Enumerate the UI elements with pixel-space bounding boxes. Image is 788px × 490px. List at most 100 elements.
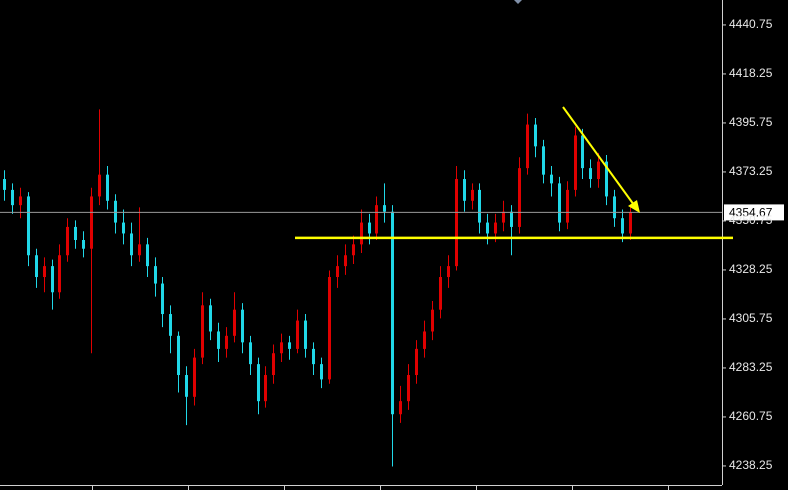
candle-body [360, 222, 363, 245]
candle-body [257, 364, 260, 402]
y-tick-label: 4260.75 [729, 409, 773, 423]
candle-body [375, 205, 378, 234]
candle-body [328, 277, 331, 380]
candle-body [106, 174, 109, 201]
candle-body [201, 305, 204, 358]
candle-body [296, 320, 299, 349]
candle-body [122, 222, 125, 234]
trend-arrow [562, 106, 640, 213]
candle-body [154, 266, 157, 284]
candle-body [138, 244, 141, 256]
candle-body [383, 205, 386, 212]
y-tick-label: 4395.75 [729, 115, 773, 129]
candle-body [320, 364, 323, 380]
candle-body [312, 348, 315, 365]
candle-body [217, 331, 220, 349]
price-label-layer: 4354.67 [724, 204, 784, 221]
candle-body [43, 266, 46, 278]
candle-body [502, 211, 505, 223]
candle-body [581, 135, 584, 169]
y-tick-label: 4305.75 [729, 311, 773, 325]
y-tick-label: 4283.25 [729, 360, 773, 374]
last-price-label: 4354.67 [729, 206, 773, 220]
candle-body [249, 342, 252, 365]
candle-body [613, 196, 616, 219]
candle-body [621, 218, 624, 234]
candle-body [98, 174, 101, 197]
candle-body [225, 335, 228, 349]
y-tick-label: 4418.25 [729, 66, 773, 80]
candle-body [431, 309, 434, 332]
candle-body [478, 189, 481, 223]
y-tick-label: 4373.25 [729, 164, 773, 178]
y-tick-label: 4440.75 [729, 17, 773, 31]
candle-body [82, 239, 85, 249]
candle-body [447, 266, 450, 278]
candle-body [90, 196, 93, 249]
candle-body [130, 233, 133, 256]
candle-body [233, 309, 236, 336]
arrow-head [628, 200, 640, 213]
candle-body [518, 168, 521, 227]
candle-body [510, 211, 513, 227]
candle-body [629, 212, 632, 234]
candle-body [415, 348, 418, 376]
candle-body [597, 161, 600, 180]
candle-body [558, 183, 561, 223]
candle-body [66, 226, 69, 256]
candle-body [161, 283, 164, 315]
candle-body [11, 189, 14, 206]
candle-body [605, 161, 608, 197]
candle-body [439, 277, 442, 310]
candle-body [19, 196, 22, 206]
candle-body [368, 222, 371, 234]
arrow-line [562, 106, 635, 206]
candle-body [574, 135, 577, 190]
last-price-box [724, 204, 784, 221]
candle-body [241, 309, 244, 343]
candle-body [51, 266, 54, 293]
candle-body [542, 146, 545, 175]
plot [0, 109, 733, 467]
y-tick-label: 4350.75 [729, 213, 773, 227]
candle-body [35, 255, 38, 278]
candle-body [114, 200, 117, 223]
candle-body [272, 353, 275, 376]
candle-body [58, 255, 61, 293]
candle-body [288, 342, 291, 349]
candle-body [352, 244, 355, 256]
candle-body [407, 375, 410, 402]
y-tick-label: 4328.25 [729, 262, 773, 276]
candle-body [526, 124, 529, 169]
candle-body [74, 226, 77, 240]
candle-body [264, 375, 267, 402]
candle-body [494, 222, 497, 234]
candle-body [423, 331, 426, 349]
candle-body [27, 196, 30, 256]
candle-body [344, 255, 347, 267]
candle-body [391, 211, 394, 415]
candle-body [177, 335, 180, 376]
candle-body [3, 179, 6, 190]
candle-body [455, 179, 458, 267]
candle-body [471, 189, 474, 201]
candle-body [534, 124, 537, 147]
candle-body [336, 266, 339, 278]
candle-body [193, 357, 196, 397]
candle-body [399, 401, 402, 415]
candle-body [304, 320, 307, 349]
y-tick-label: 4238.25 [729, 458, 773, 472]
candle-body [146, 244, 149, 267]
time-ticks [92, 485, 669, 490]
scroll-marker [514, 0, 522, 4]
candle-body [280, 342, 283, 354]
candle-body [209, 305, 212, 332]
candle-body [486, 222, 489, 234]
candle-body [566, 189, 569, 223]
candle-body [463, 179, 466, 201]
candle-body [185, 375, 188, 397]
candle-body [169, 314, 172, 336]
candle-body [589, 168, 592, 180]
